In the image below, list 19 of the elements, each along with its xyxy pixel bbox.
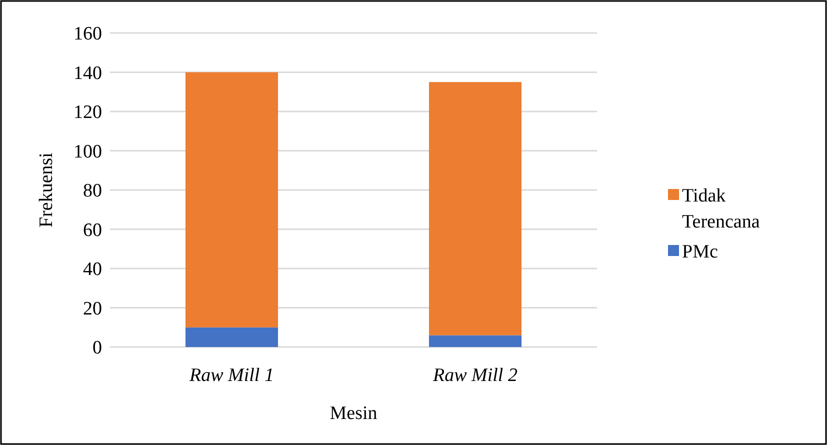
y-tick-label: 160	[74, 24, 102, 45]
bar	[185, 327, 278, 347]
y-tick-label: 100	[74, 141, 102, 162]
x-tick-label: Raw Mill 1	[188, 365, 274, 386]
bar	[428, 335, 522, 347]
y-tick-label: 140	[74, 62, 102, 84]
bar	[428, 82, 522, 336]
y-axis-title: Frekuensi	[36, 152, 57, 228]
y-tick-label: 0	[92, 338, 102, 359]
bar	[185, 72, 278, 328]
y-tick-label: 20	[83, 298, 102, 320]
y-tick-label: 40	[83, 259, 102, 280]
y-tick-label: 120	[74, 102, 102, 124]
x-tick-label: Raw Mill 2	[432, 365, 518, 386]
legend-label: PMc	[682, 242, 718, 263]
y-tick-label: 80	[83, 180, 102, 202]
x-axis-title: Mesin	[330, 403, 378, 424]
legend-label: Tidak Terencana	[682, 186, 760, 233]
y-tick-label: 60	[83, 220, 102, 241]
